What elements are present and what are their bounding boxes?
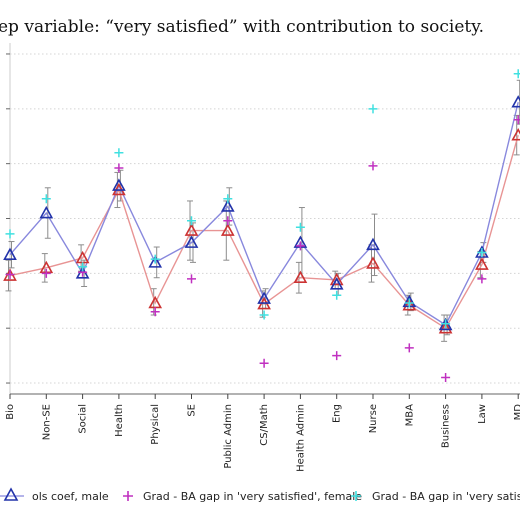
plus-point-s3 bbox=[295, 222, 305, 232]
triangle-point-s0 bbox=[438, 321, 453, 334]
legend: ols coef, male Grad - BA gap in 'very sa… bbox=[0, 487, 520, 503]
legend-plus-marker-cyan bbox=[351, 491, 361, 501]
plus-point-s2 bbox=[223, 216, 233, 226]
plus-point-s3 bbox=[223, 194, 233, 204]
legend-label-2: Grad - BA gap in 'very satisfied', femal… bbox=[143, 490, 362, 503]
chart-title: ep variable: “very satisfied” with contr… bbox=[0, 17, 484, 37]
plus-point-s2 bbox=[259, 358, 269, 368]
triangle-point-s0 bbox=[511, 127, 520, 141]
triangle-point-s0 bbox=[184, 223, 199, 236]
triangle-point-s1 bbox=[39, 205, 54, 219]
legend-triangle-marker bbox=[3, 487, 19, 501]
x-tick-label: Business bbox=[441, 404, 452, 448]
x-tick-label: SE bbox=[187, 404, 198, 417]
x-tick-label: MD bbox=[513, 404, 520, 421]
triangle-point-s1 bbox=[220, 199, 235, 212]
triangle-point-s1 bbox=[148, 255, 163, 268]
plus-point-s2 bbox=[5, 269, 15, 279]
plus-point-s2 bbox=[295, 241, 305, 251]
plus-point-s2 bbox=[404, 343, 414, 353]
plus-point-s3 bbox=[477, 248, 487, 258]
grid-layer bbox=[6, 53, 520, 384]
plus-point-s2 bbox=[150, 307, 160, 317]
plus-point-s3 bbox=[114, 148, 124, 158]
plus-point-s3 bbox=[5, 229, 15, 239]
triangle-point-s1 bbox=[366, 237, 380, 251]
x-tick-label: Non-SE bbox=[41, 404, 52, 440]
plus-point-s3 bbox=[187, 216, 196, 226]
legend-plus-marker bbox=[123, 491, 133, 501]
legend-label-3: Grad - BA gap in 'very satisfied', male bbox=[372, 490, 520, 503]
plus-point-s2 bbox=[41, 268, 51, 278]
x-tick-label: Bio bbox=[5, 404, 16, 420]
x-tick-label: CS/Math bbox=[259, 404, 270, 446]
triangle-point-s0 bbox=[329, 272, 344, 286]
x-tick-label: MBA bbox=[404, 404, 415, 426]
plus-point-s2 bbox=[332, 351, 342, 361]
triangle-point-s0 bbox=[293, 270, 308, 284]
plus-point-s3 bbox=[441, 319, 451, 329]
triangle-point-s0 bbox=[402, 297, 417, 311]
legend-item-ols-male: ols coef, male bbox=[0, 487, 109, 503]
x-tick-label: Health Admin bbox=[295, 404, 306, 472]
triangle-point-s1 bbox=[3, 247, 17, 260]
plus-point-s3 bbox=[150, 254, 160, 264]
triangle-point-s1 bbox=[112, 178, 126, 191]
plus-point-s2 bbox=[114, 163, 124, 173]
triangle-point-s0 bbox=[366, 256, 380, 269]
x-tick-label: Health bbox=[114, 404, 125, 437]
plus-point-s2 bbox=[368, 161, 378, 171]
plus-point-s2 bbox=[477, 274, 487, 284]
plus-point-s3 bbox=[404, 298, 414, 308]
triangle-point-s1 bbox=[184, 235, 199, 248]
plus-point-s3 bbox=[78, 262, 88, 272]
triangle-point-s1 bbox=[329, 277, 344, 290]
plus-point-s2 bbox=[513, 115, 520, 125]
triangle-point-s0 bbox=[220, 223, 235, 236]
plus-point-s3 bbox=[259, 310, 269, 320]
plus-point-s2 bbox=[441, 373, 451, 383]
triangle-point-s1 bbox=[257, 291, 271, 304]
x-tick-label: Eng bbox=[332, 404, 343, 423]
x-tick-label: Social bbox=[78, 404, 89, 434]
series-markers bbox=[3, 69, 520, 383]
legend-label-1: ols coef, male bbox=[32, 490, 109, 503]
series-line-0 bbox=[9, 134, 519, 330]
x-tick-layer: Bio Non-SE Social Health Physical SE Public Ad… bbox=[5, 394, 520, 472]
legend-item-gap-female: Grad - BA gap in 'very satisfied', femal… bbox=[123, 490, 362, 503]
x-tick-label: Physical bbox=[150, 404, 161, 445]
x-tick-label: Law bbox=[477, 404, 488, 424]
plus-point-s3 bbox=[513, 69, 520, 79]
triangle-point-s0 bbox=[475, 257, 489, 270]
x-tick-label: Nurse bbox=[368, 404, 379, 433]
plus-point-s3 bbox=[41, 194, 51, 204]
legend-item-gap-male: Grad - BA gap in 'very satisfied', male bbox=[351, 490, 520, 503]
triangle-point-s1 bbox=[511, 95, 520, 108]
plus-point-s3 bbox=[368, 104, 378, 114]
x-tick-label: Public Admin bbox=[223, 404, 234, 469]
plus-point-s2 bbox=[187, 274, 196, 284]
plus-point-s3 bbox=[332, 290, 342, 300]
